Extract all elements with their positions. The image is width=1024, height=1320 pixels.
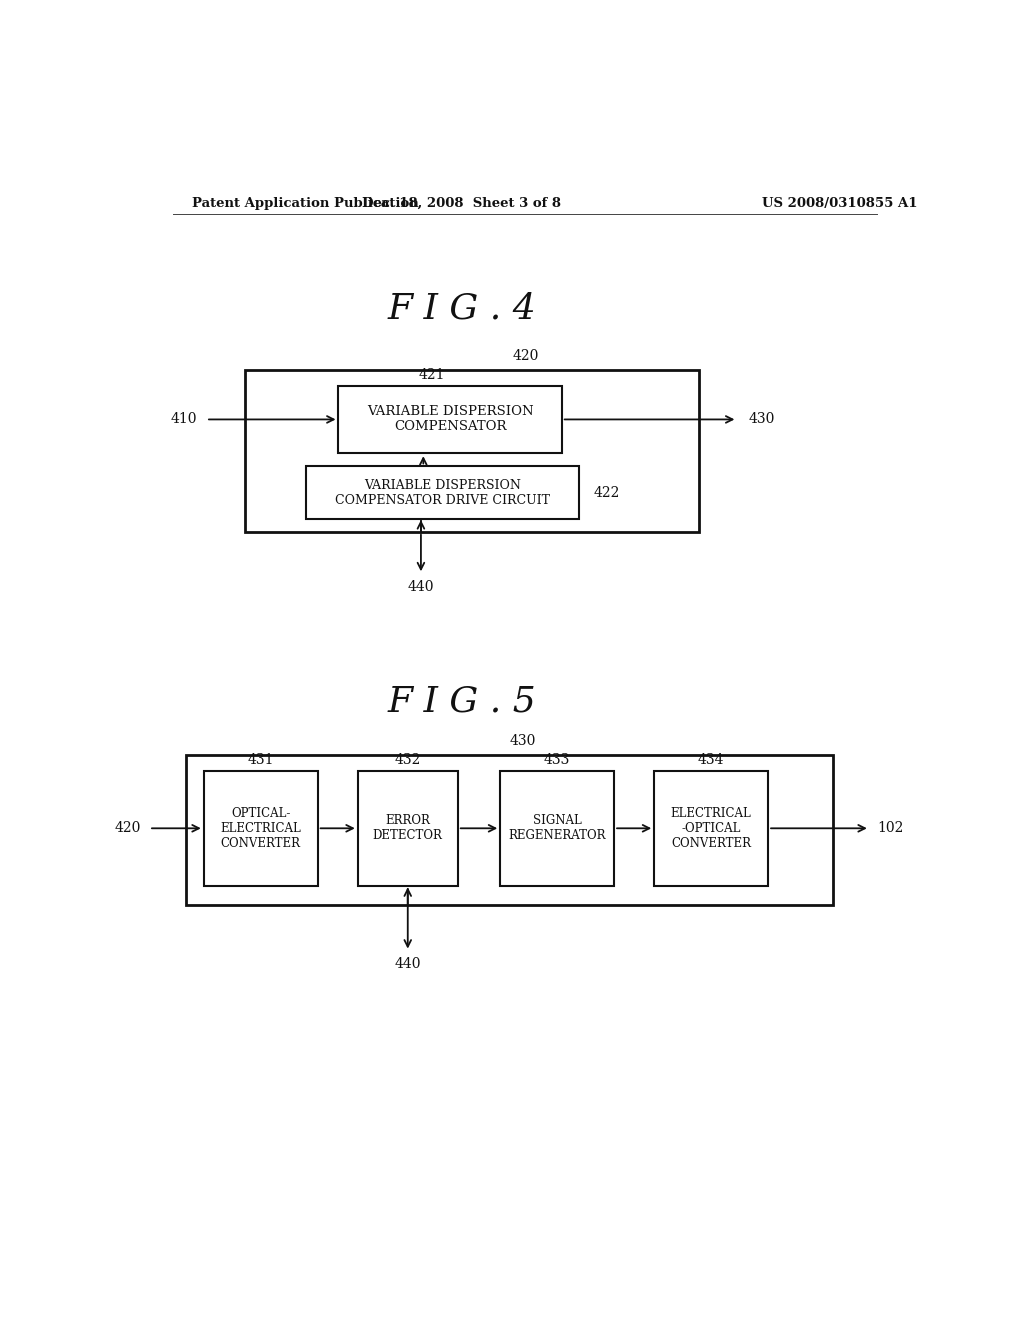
Text: 102: 102 [878, 821, 904, 836]
Text: 440: 440 [408, 579, 434, 594]
Text: SIGNAL
REGENERATOR: SIGNAL REGENERATOR [508, 814, 606, 842]
Text: 420: 420 [115, 821, 141, 836]
Bar [204, 771, 317, 886]
Text: US 2008/0310855 A1: US 2008/0310855 A1 [762, 197, 918, 210]
Text: F I G . 4: F I G . 4 [387, 292, 536, 326]
Bar [186, 755, 833, 906]
Bar [245, 370, 698, 532]
Text: 431: 431 [248, 752, 274, 767]
Text: 421: 421 [419, 368, 445, 381]
Text: OPTICAL-
ELECTRICAL
CONVERTER: OPTICAL- ELECTRICAL CONVERTER [220, 807, 301, 850]
Bar [339, 385, 562, 453]
Bar [654, 771, 768, 886]
Text: VARIABLE DISPERSION
COMPENSATOR DRIVE CIRCUIT: VARIABLE DISPERSION COMPENSATOR DRIVE CI… [335, 479, 550, 507]
Text: ERROR
DETECTOR: ERROR DETECTOR [373, 814, 442, 842]
Text: 430: 430 [749, 412, 775, 426]
Text: Dec. 18, 2008  Sheet 3 of 8: Dec. 18, 2008 Sheet 3 of 8 [362, 197, 561, 210]
Text: 410: 410 [170, 412, 197, 426]
Text: 422: 422 [593, 486, 620, 499]
Text: 430: 430 [509, 734, 536, 748]
Text: 433: 433 [544, 752, 570, 767]
Text: VARIABLE DISPERSION
COMPENSATOR: VARIABLE DISPERSION COMPENSATOR [367, 405, 534, 433]
Text: F I G . 5: F I G . 5 [387, 684, 536, 718]
Bar [357, 771, 458, 886]
Text: 432: 432 [394, 752, 421, 767]
Bar [306, 466, 580, 519]
Text: ELECTRICAL
-OPTICAL
CONVERTER: ELECTRICAL -OPTICAL CONVERTER [671, 807, 752, 850]
Text: Patent Application Publication: Patent Application Publication [193, 197, 419, 210]
Text: 440: 440 [394, 957, 421, 970]
Text: 420: 420 [513, 350, 540, 363]
Bar [500, 771, 614, 886]
Text: 434: 434 [698, 752, 724, 767]
